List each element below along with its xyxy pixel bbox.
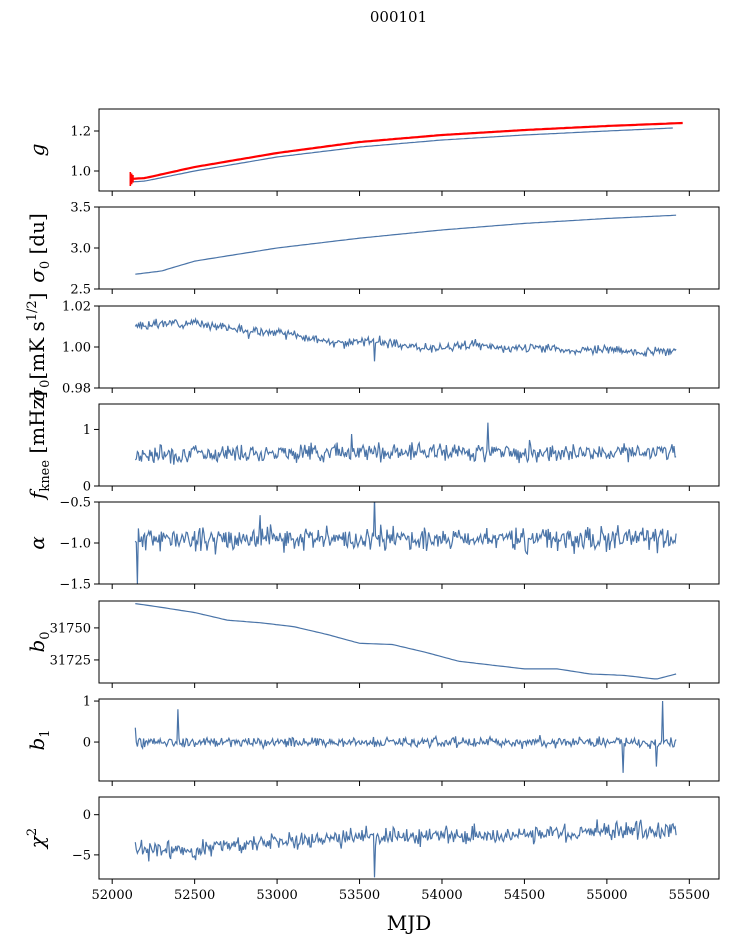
ylabel-sigma0_mk: σ0[mK s1/2] (25, 292, 53, 401)
panel-g: 1.0 1.2 (70, 108, 720, 196)
series-fknee-0 (134, 422, 677, 465)
ytick-label-g: 1.2 (70, 125, 91, 140)
ytick-label-fknee: 1 (83, 423, 91, 438)
series-g-0 (130, 127, 673, 183)
ylabel-fknee: fknee [mHz] (25, 391, 53, 501)
figure-title: 000101 (369, 8, 428, 26)
ytick-label-fknee: 0 (83, 480, 91, 495)
panel-sigma0_du: 2.5 3.0 3.5 (70, 201, 720, 298)
xtick-label: 53000 (256, 888, 297, 903)
panel-sigma0_mk: 0.98 1.00 1.02 (62, 300, 720, 397)
panel-fknee: 01 (83, 403, 720, 495)
xtick-label: 55000 (586, 888, 627, 903)
ytick-label-sigma0_du: 3.0 (70, 242, 91, 257)
panel-alpha: −1.5 −1.0 −0.5 (59, 496, 720, 593)
ytick-label-alpha: −1.0 (59, 537, 91, 552)
xtick-label: 55500 (669, 888, 710, 903)
ytick-label-sigma0_mk: 0.98 (62, 382, 91, 397)
ytick-label-alpha: −1.5 (59, 578, 91, 593)
ytick-label-sigma0_mk: 1.02 (62, 300, 91, 315)
series-b1-0 (134, 700, 677, 773)
series-chi2-0 (134, 819, 677, 878)
xtick-label: 54500 (504, 888, 545, 903)
ytick-label-sigma0_du: 2.5 (70, 283, 91, 298)
ytick-label-g: 1.0 (70, 165, 91, 180)
ytick-label-alpha: −0.5 (59, 496, 91, 511)
ytick-label-b0: 31725 (50, 653, 91, 668)
axes-frame-chi2 (98, 796, 720, 880)
axes-frame-fknee (98, 403, 720, 487)
axes-frame-g (98, 108, 720, 192)
xtick-label: 53500 (339, 888, 380, 903)
panel-chi2: −5 0 52000 52500 53000 53500 54000 54500 55000 55… (72, 796, 720, 903)
ylabel-b0: b0 (25, 631, 53, 652)
ytick-label-sigma0_mk: 1.00 (62, 341, 91, 356)
panel-b0: 31725 31750 (50, 600, 720, 688)
ytick-label-chi2: −5 (72, 848, 91, 863)
series-sigma0_mk-0 (134, 317, 677, 362)
ytick-label-sigma0_du: 3.5 (70, 201, 91, 216)
series-b0-0 (135, 603, 677, 680)
series-alpha-0 (134, 502, 677, 584)
ylabel-sigma0_du: σ0 [du] (25, 213, 53, 283)
axes-frame-sigma0_du (98, 206, 720, 290)
ylabel-alpha: α (25, 536, 49, 550)
ylabel-chi2: χ2 (25, 828, 49, 850)
xlabel: MJD (387, 911, 432, 935)
axes-frame-b0 (98, 600, 720, 684)
ytick-label-b1: 1 (83, 695, 91, 710)
ytick-label-b1: 0 (83, 736, 91, 751)
ytick-label-b0: 31750 (50, 621, 91, 636)
ytick-label-chi2: 0 (83, 808, 91, 823)
panel-b1: 01 (83, 695, 720, 786)
series-g-1 (130, 121, 683, 181)
ylabel-b1: b1 (25, 729, 53, 750)
xtick-label: 52500 (174, 888, 215, 903)
xtick-label: 52000 (92, 888, 133, 903)
ylabel-g: g (25, 144, 49, 157)
xtick-label: 54000 (421, 888, 462, 903)
axes-frame-b1 (98, 698, 720, 782)
series-sigma0_du-0 (135, 214, 677, 275)
